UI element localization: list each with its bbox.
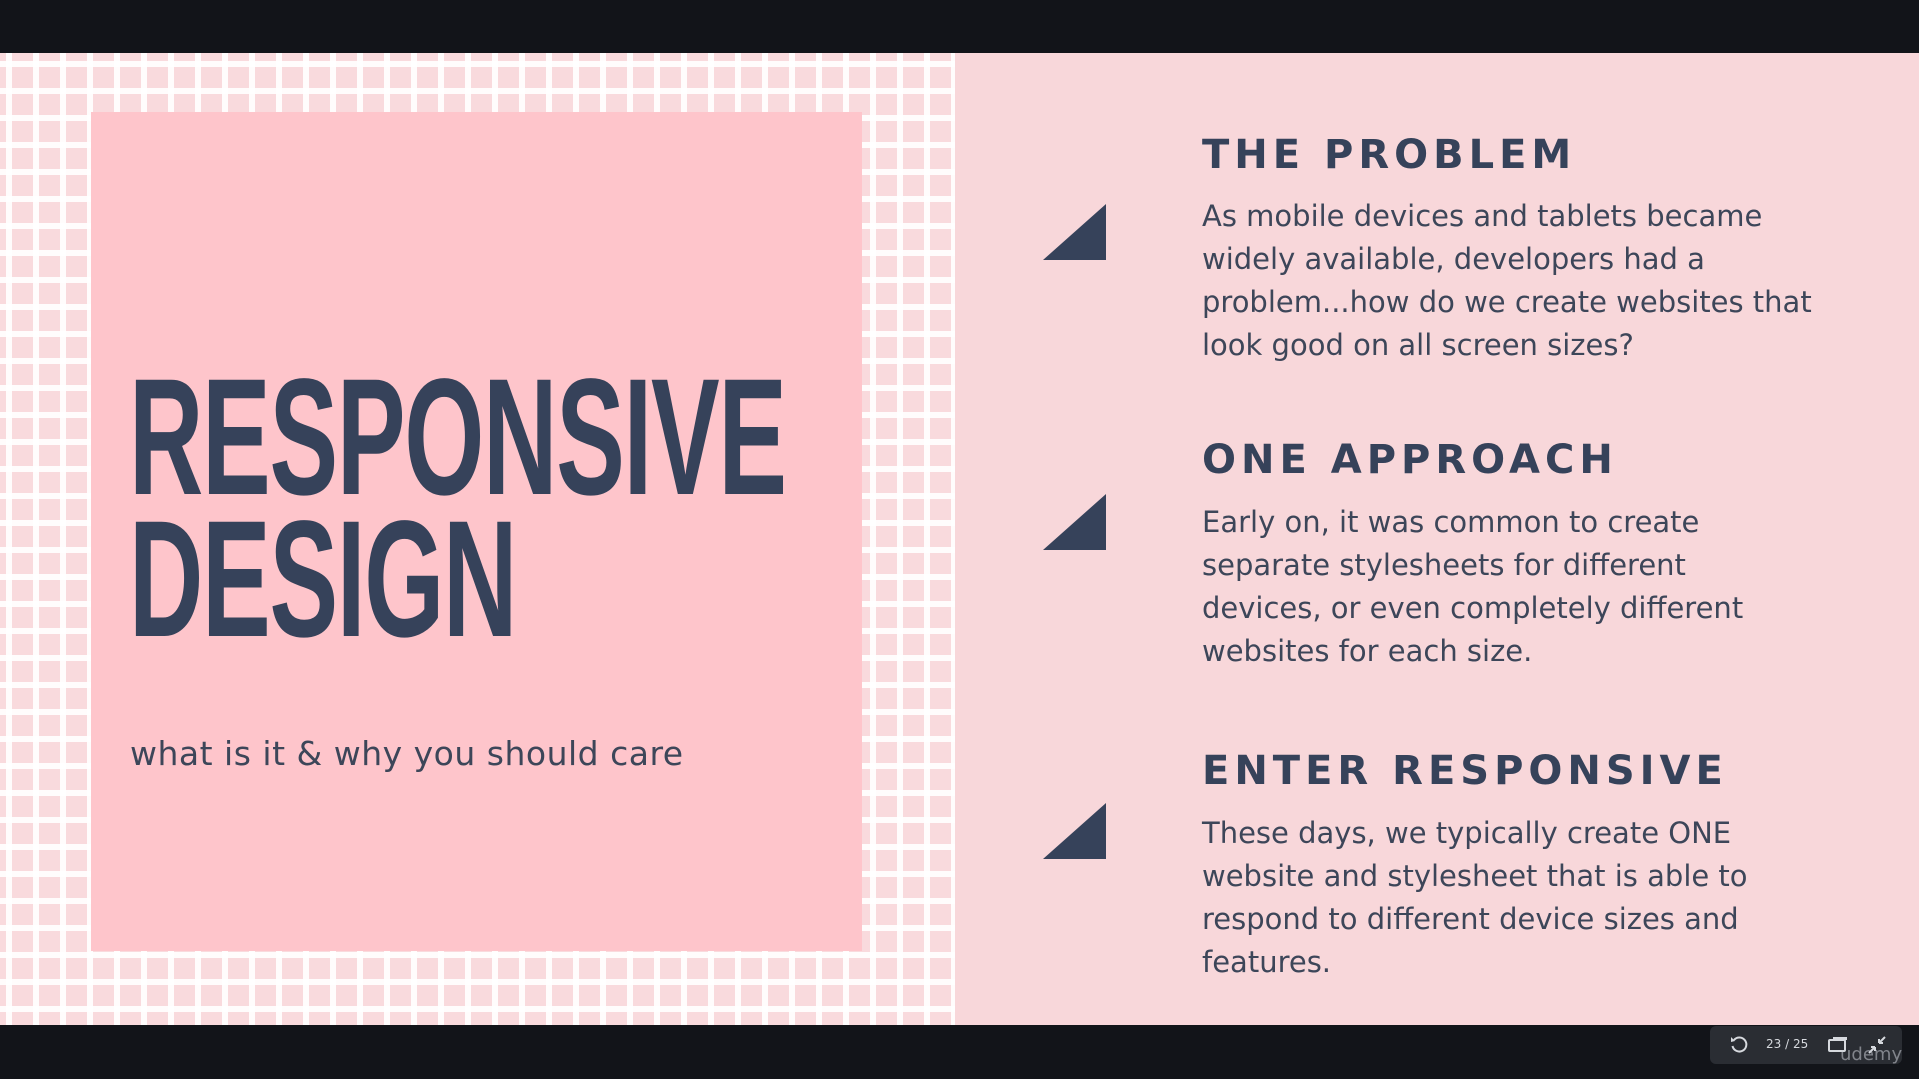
- slide-title: RESPONSIVE DESIGN: [129, 345, 787, 672]
- exit-fullscreen-icon[interactable]: [1866, 1034, 1888, 1056]
- title-card: RESPONSIVE DESIGN what is it & why you s…: [91, 112, 862, 951]
- section-enter-responsive: ENTER RESPONSIVE These days, we typicall…: [1043, 748, 1823, 1018]
- section-heading: THE PROBLEM: [1202, 132, 1577, 178]
- triangle-bullet-icon: [1043, 494, 1106, 550]
- triangle-bullet-icon: [1043, 803, 1106, 859]
- slide-title-line-2: DESIGN: [129, 487, 517, 672]
- restart-icon[interactable]: [1728, 1034, 1750, 1056]
- player-controls: 23 / 25: [1710, 1026, 1902, 1064]
- presenter-view-icon[interactable]: [1827, 1034, 1849, 1056]
- section-heading: ENTER RESPONSIVE: [1202, 748, 1728, 794]
- section-body: Early on, it was common to create separa…: [1202, 505, 1744, 668]
- triangle-bullet-icon: [1043, 204, 1106, 260]
- section-heading: ONE APPROACH: [1202, 437, 1618, 483]
- section-the-problem: THE PROBLEM As mobile devices and tablet…: [1043, 97, 1823, 367]
- slide-title-line-1: RESPONSIVE: [129, 345, 787, 530]
- section-body: These days, we typically create ONE webs…: [1202, 816, 1748, 979]
- section-one-approach: ONE APPROACH Early on, it was common to …: [1043, 437, 1823, 697]
- section-body: As mobile devices and tablets became wid…: [1202, 199, 1812, 362]
- slide: RESPONSIVE DESIGN what is it & why you s…: [0, 53, 1919, 1025]
- udemy-watermark: udemy: [1840, 1044, 1903, 1065]
- page-indicator: 23 / 25: [1766, 1037, 1809, 1051]
- slide-subtitle: what is it & why you should care: [130, 734, 684, 773]
